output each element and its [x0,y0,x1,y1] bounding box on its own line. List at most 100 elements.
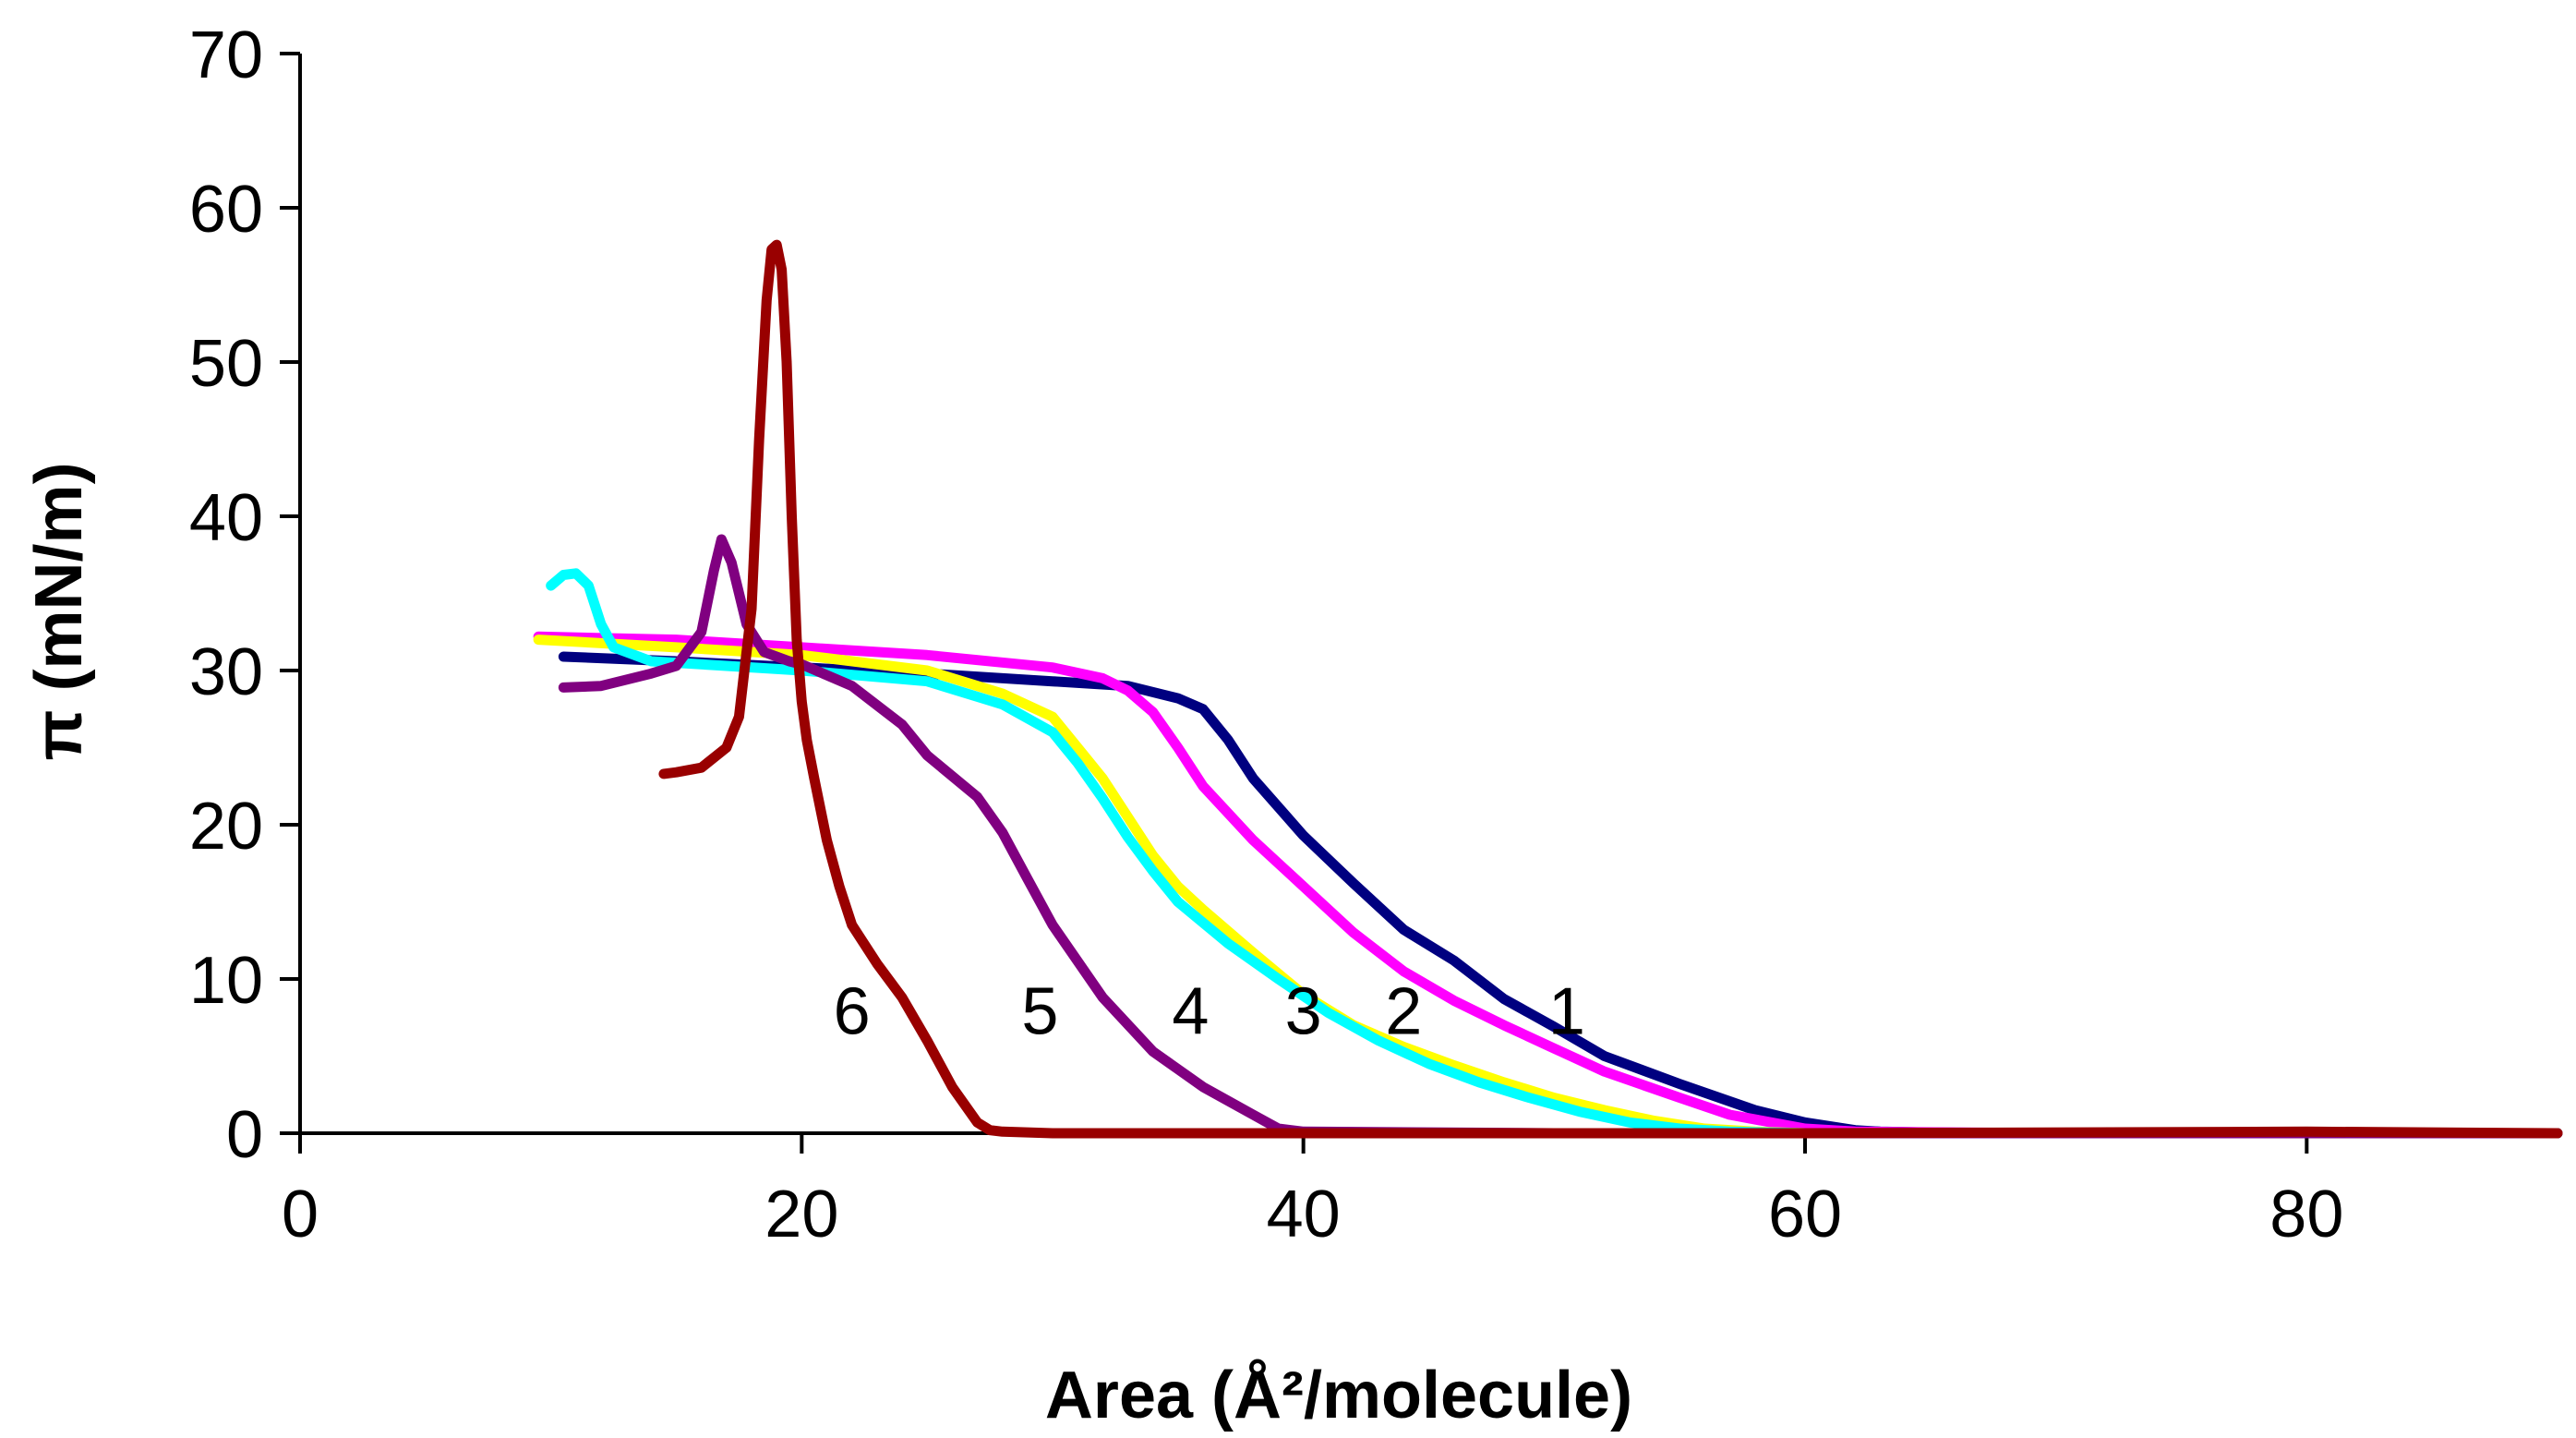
series-4-point [1474,1077,1484,1087]
y-tick-label: 70 [189,18,263,92]
series-5-point [696,627,706,637]
series-6-point [1800,1129,1810,1138]
series-4-point [721,661,731,671]
series-1-point [1549,1021,1559,1032]
series-2-point [922,650,933,660]
series-4-point [1073,758,1083,768]
y-tick-label: 60 [189,173,263,247]
series-5-point [709,565,719,575]
series-6-point [671,767,681,778]
series-5-point [1022,874,1032,884]
series-1-point [1248,773,1258,783]
series-3-point [1073,743,1083,753]
series-1-point [1173,694,1183,704]
series-5-point [1198,1082,1208,1092]
series-6-point [782,357,791,367]
series-4-point [1173,897,1183,907]
y-axis: 0 10 20 30 40 50 60 70 [189,18,302,1172]
series-5-point [559,683,569,693]
series-6-point [2553,1129,2562,1138]
series-2-point [1173,743,1183,753]
series-1-point [1750,1106,1760,1115]
series-6-point [734,712,744,722]
series-6-point [791,634,801,645]
series-4-point [1323,1008,1333,1018]
series-4-point [1574,1106,1584,1117]
series-2-point [1098,673,1108,683]
series-6-point [997,1127,1007,1137]
y-tick-label: 10 [189,944,263,1018]
series-5-point [1048,920,1057,930]
x-axis-title: Area (Å²/molecule) [1045,1359,1632,1432]
series-1-point [1675,1079,1685,1089]
series-6-point [1298,1129,1308,1138]
y-axis-title: π (mN/m) [22,462,96,760]
series-4-point [997,699,1007,709]
series-4-point [596,619,606,629]
series-4-point [1223,938,1234,949]
series-2-point [1675,1093,1685,1103]
series-6-point [747,604,756,614]
series-layer [533,239,2563,1139]
series-6-point [776,264,787,274]
series-5-point [1248,1110,1258,1119]
series-6-point [2302,1127,2312,1137]
series-5-point [716,535,727,544]
series-6-point [822,835,832,845]
series-1-point [1198,704,1208,714]
series-5-label: 5 [1021,974,1058,1048]
series-6-point [696,763,706,773]
series-1-point [1499,994,1509,1004]
series-2-point [1599,1067,1609,1077]
series-6-point [797,696,807,707]
series-2-point [1499,1021,1509,1031]
series-2-point [1123,685,1133,695]
series-4-point [1048,727,1057,737]
series-2-point [1349,927,1358,937]
series-5-point [997,828,1007,838]
series-6-point [947,1082,957,1092]
series-1-point [1298,830,1308,840]
series-1-point [1349,878,1358,888]
series-4-point [571,568,581,578]
series-6-point [922,1035,933,1045]
series-2-point [1449,996,1459,1006]
series-3-label: 3 [1285,974,1322,1048]
series-3-point [1123,812,1133,822]
series-4-point [1374,1035,1384,1045]
y-tick-label: 40 [189,481,263,555]
series-5-point [671,661,681,671]
series-5-point [784,657,794,666]
series-5-point [1098,993,1108,1002]
series-6-point [801,735,812,745]
series-2-point [1399,966,1409,976]
series-5-point [759,647,769,657]
series-3-point [534,634,544,645]
series-3-point [671,642,681,652]
series-6-label: 6 [834,974,871,1048]
series-1-label: 1 [1548,974,1585,1048]
series-6-point [754,434,764,444]
series-1-point [1599,1051,1609,1061]
series-3-point [997,689,1007,698]
series-5-point [727,558,737,568]
series-2-point [1048,662,1057,672]
series-1-point [1449,956,1459,965]
series-6-point [897,993,907,1002]
series-1-point [1223,735,1234,745]
series-6-point [847,920,857,930]
series-6-point [985,1125,995,1135]
series-5-point [596,681,606,691]
series-2-point [1198,781,1208,792]
x-tick-label: 0 [282,1178,319,1251]
series-4-point [1524,1093,1535,1103]
series-6-point [809,773,819,783]
series-4-point [608,642,619,652]
series-3-point [1173,881,1183,891]
series-2-label: 2 [1385,974,1422,1048]
series-6-point [762,296,772,306]
series-3-point [1148,851,1158,861]
series-1-point [559,652,569,661]
series-4-point [922,676,933,686]
